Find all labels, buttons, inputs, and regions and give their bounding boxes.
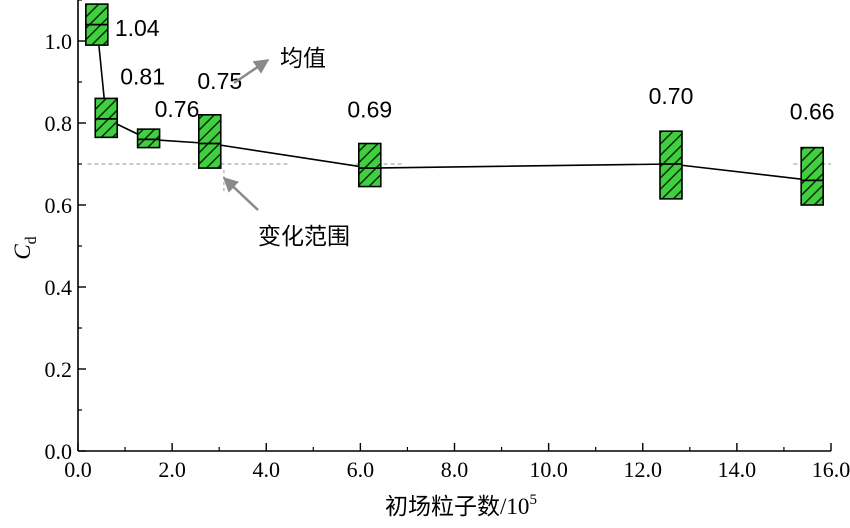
x-tick-label-1: 2.0	[158, 457, 186, 482]
x-tick-label-2: 4.0	[253, 457, 281, 482]
y-tick-label-5: 1.0	[45, 29, 73, 54]
x-axis-title-sup: 5	[529, 492, 537, 508]
y-tick-label-1: 0.2	[45, 357, 73, 382]
x-tick-label-3: 6.0	[347, 457, 375, 482]
range-box-3	[197, 114, 222, 169]
y-tick-label-4: 0.8	[45, 111, 73, 136]
x-tick-label-0: 0.0	[64, 457, 92, 482]
mean-annotation: 均值	[233, 46, 326, 85]
y-tick-label-2: 0.4	[45, 275, 73, 300]
range-box-6	[800, 146, 824, 206]
range-arrow	[222, 176, 259, 211]
value-label-4: 0.69	[347, 97, 392, 123]
box-layer	[85, 3, 824, 206]
value-label-2: 0.76	[155, 96, 200, 122]
range-annotation-label: 变化范围	[258, 224, 350, 250]
y-tick-label-0: 0.0	[45, 439, 73, 464]
range-box-4	[357, 142, 382, 188]
label-layer: 1.04 0.81 0.760.75 0.69 0.70 0.66	[115, 15, 835, 125]
value-label-5: 0.70	[649, 83, 694, 109]
y-tick-label-3: 0.6	[45, 193, 73, 218]
range-annotation: 变化范围	[222, 176, 350, 250]
value-label-3: 0.75	[197, 68, 242, 94]
mean-annotation-label: 均值	[280, 46, 326, 72]
value-label-0: 1.04	[115, 15, 160, 41]
range-box-5	[659, 130, 683, 200]
axes: 0.0 2.0 4.0 6.0 8.0 10.0 12.0 14.0 16.0 0.0 0.2 0.4…	[45, 0, 850, 482]
x-tick-label-5: 10.0	[529, 457, 568, 482]
x-tick-label-6: 12.0	[624, 457, 663, 482]
y-axis-title-sub: d	[23, 236, 40, 244]
x-axis-title-main: 初场粒子数/10	[385, 494, 529, 519]
range-box-1	[94, 97, 119, 139]
range-box-2	[136, 128, 161, 149]
value-label-6: 0.66	[790, 99, 835, 125]
x-tick-label-4: 8.0	[441, 457, 469, 482]
value-label-1: 0.81	[120, 63, 165, 89]
x-tick-label-8: 16.0	[812, 457, 850, 482]
y-axis-title-main: C	[10, 244, 35, 260]
x-axis-title: 初场粒子数/105	[385, 492, 537, 519]
mean-arrow	[233, 58, 270, 85]
y-axis-title: Cd	[10, 236, 40, 259]
x-tick-label-7: 14.0	[718, 457, 757, 482]
